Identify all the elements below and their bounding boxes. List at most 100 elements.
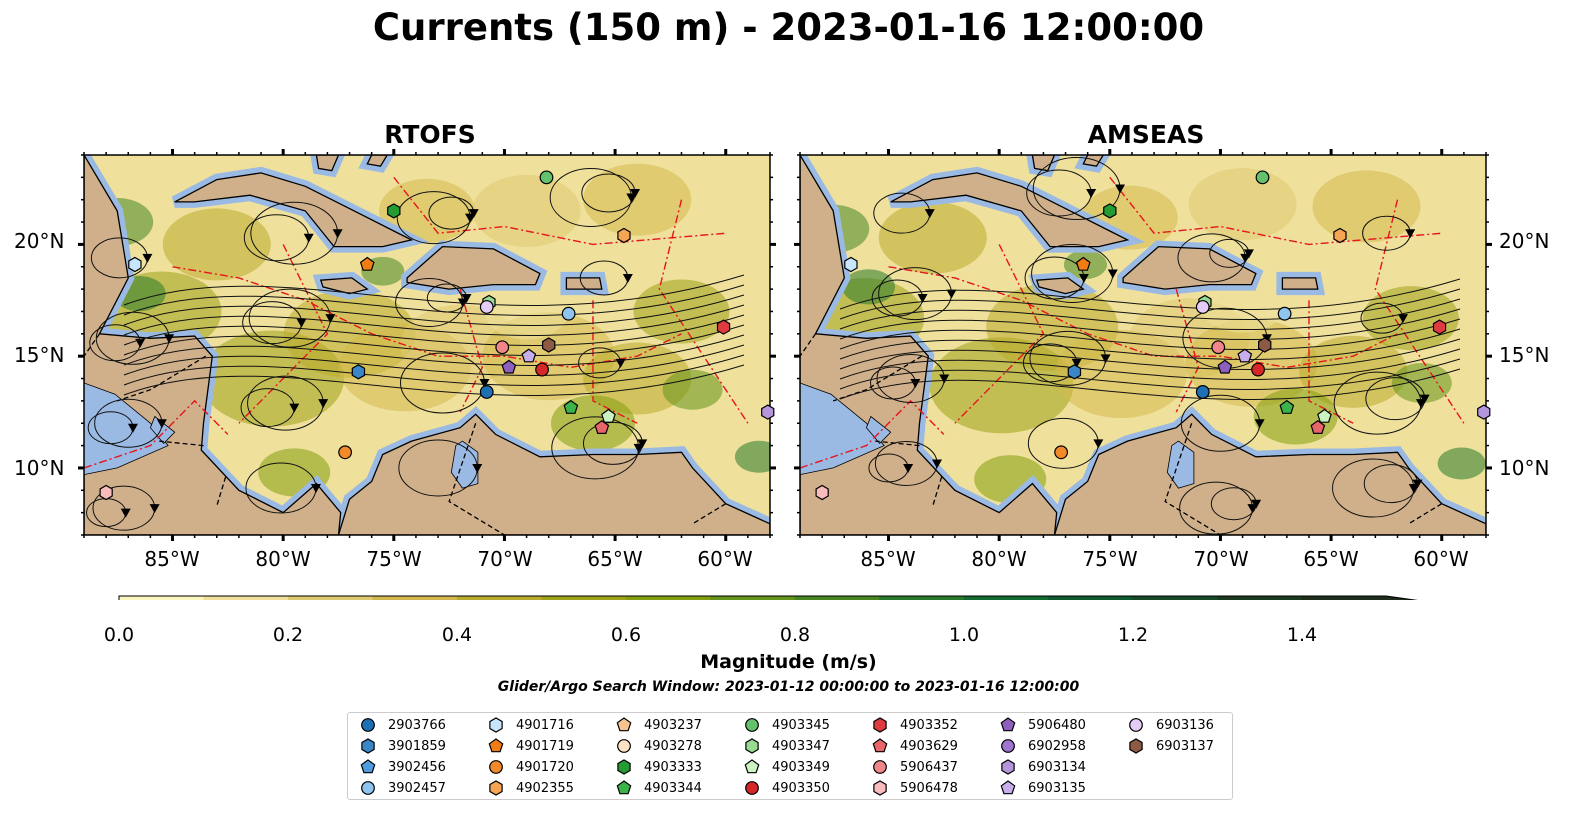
legend-label: 4901719	[516, 738, 574, 754]
colorbar-segment	[1217, 596, 1303, 600]
float-marker-4903350	[1251, 362, 1265, 377]
lat-label-15n-left: 15°N	[14, 343, 65, 367]
circle-marker-icon	[361, 781, 375, 795]
colorbar-tick: 0.4	[441, 624, 473, 646]
lon-label-65w-right: 65°W	[1303, 547, 1359, 571]
lat-label-10n-left: 10°N	[14, 456, 65, 480]
colorbar-segment	[372, 596, 458, 600]
legend-item-4902355: 4902355	[486, 779, 574, 797]
float-marker-5906478	[815, 484, 829, 501]
amseas-float-markers	[815, 170, 1491, 501]
colorbar-tick: 1.2	[1117, 624, 1149, 646]
panel-title-rtofs: RTOFS	[384, 120, 476, 149]
legend-label: 2903766	[388, 717, 446, 733]
legend-marker-6903137	[1129, 738, 1143, 754]
legend-label: 3901859	[388, 738, 446, 754]
panel-title-amseas: AMSEAS	[1087, 120, 1205, 149]
hexagon-marker-icon	[489, 717, 503, 733]
amseas-map	[800, 155, 1486, 535]
colorbar-segment	[1301, 596, 1387, 600]
legend-label: 5906437	[900, 759, 958, 775]
legend-label: 4903345	[772, 717, 830, 733]
colorbar-tick: 0.8	[779, 624, 811, 646]
legend-marker-4901719	[488, 738, 504, 753]
legend-item-4903629: 4903629	[870, 737, 958, 755]
float-marker-4903349	[601, 408, 616, 423]
search-window-text: Glider/Argo Search Window: 2023-01-12 00…	[497, 679, 1080, 695]
legend-marker-4903278	[617, 739, 631, 753]
legend-item-4903278: 4903278	[614, 737, 702, 755]
lon-label-75w-left: 75°W	[366, 547, 422, 571]
lat-label-20n-right: 20°N	[1499, 229, 1550, 253]
legend-item-3901859: 3901859	[358, 737, 446, 755]
colorbar-tick: 0.6	[610, 624, 642, 646]
float-marker-4903350	[535, 362, 549, 377]
float-legend: 2903766 3901859 3902456 3902457 4901716 49017…	[347, 712, 1233, 800]
float-marker-4903345	[539, 170, 554, 185]
legend-item-4901716: 4901716	[486, 716, 574, 734]
legend-marker-4901720	[489, 760, 503, 774]
lon-label-70w-right: 70°W	[1193, 547, 1249, 571]
colorbar-segment	[963, 596, 1049, 600]
hexagon-marker-icon	[745, 738, 759, 754]
float-marker-6903134	[1477, 404, 1491, 420]
lon-label-70w-left: 70°W	[477, 547, 533, 571]
colorbar-segment	[710, 596, 796, 600]
legend-item-3902456: 3902456	[358, 758, 446, 776]
legend-marker-6902958	[1001, 739, 1015, 753]
legend-marker-4901716	[489, 717, 503, 733]
pentagon-marker-icon	[872, 738, 888, 753]
legend-label: 5906480	[1028, 717, 1086, 733]
lat-label-20n-left: 20°N	[14, 229, 65, 253]
lon-label-75w-right: 75°W	[1082, 547, 1138, 571]
legend-item-4903350: 4903350	[742, 779, 830, 797]
legend-marker-4903349	[744, 759, 760, 774]
legend-label: 4903333	[644, 759, 702, 775]
legend-item-5906480: 5906480	[998, 716, 1086, 734]
lon-label-80w-left: 80°W	[255, 547, 311, 571]
float-marker-4901719	[359, 256, 375, 271]
colorbar-segment	[1048, 596, 1134, 600]
colorbar-segment	[203, 596, 289, 600]
legend-item-4903352: 4903352	[870, 716, 958, 734]
colorbar-tick: 1.4	[1286, 624, 1318, 646]
circle-marker-icon	[361, 718, 375, 732]
legend-item-3902457: 3902457	[358, 779, 446, 797]
float-marker-6903135	[521, 348, 537, 363]
legend-label: 4903347	[772, 738, 830, 754]
colorbar-tick: 0.0	[103, 624, 135, 646]
hexagon-marker-icon	[361, 738, 375, 754]
colorbar-segment	[541, 596, 627, 600]
legend-item-4903345: 4903345	[742, 716, 830, 734]
float-marker-5906480	[501, 359, 517, 374]
float-marker-3901859	[1067, 364, 1082, 380]
legend-label: 6903135	[1028, 780, 1086, 796]
float-marker-2903766	[479, 385, 494, 399]
hexagon-marker-icon	[1129, 738, 1143, 754]
legend-label: 6903137	[1156, 738, 1214, 754]
pentagon-marker-icon	[1000, 780, 1016, 795]
legend-marker-3902457	[361, 781, 375, 795]
legend-label: 4903629	[900, 738, 958, 754]
float-marker-5906478	[99, 484, 113, 501]
hexagon-marker-icon	[873, 780, 887, 796]
legend-item-5906478: 5906478	[870, 779, 958, 797]
colorbar-segment	[625, 596, 711, 600]
legend-item-4903349: 4903349	[742, 758, 830, 776]
legend-marker-5906478	[873, 780, 887, 796]
float-marker-5906437	[495, 340, 510, 355]
colorbar	[118, 595, 1419, 600]
circle-marker-icon	[1129, 718, 1143, 732]
float-marker-5906480	[1217, 359, 1233, 374]
legend-item-2903766: 2903766	[358, 716, 446, 734]
legend-label: 4902355	[516, 780, 574, 796]
float-marker-2903766	[1195, 385, 1210, 399]
legend-marker-5906480	[1000, 717, 1016, 732]
legend-marker-4903237	[616, 717, 632, 732]
legend-label: 4903349	[772, 759, 830, 775]
legend-label: 3902457	[388, 780, 446, 796]
legend-marker-4903344	[616, 780, 632, 795]
float-marker-4903629	[594, 419, 610, 434]
legend-marker-4903350	[745, 781, 759, 795]
float-marker-4903333	[1103, 203, 1117, 219]
